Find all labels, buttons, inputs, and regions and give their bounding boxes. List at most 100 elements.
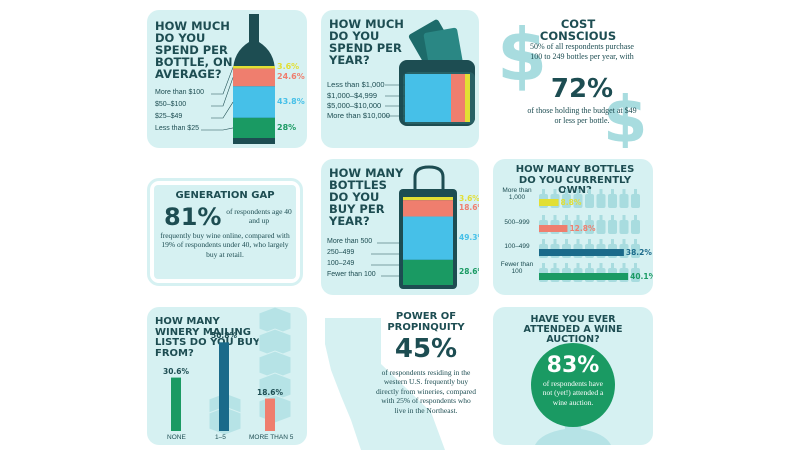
bar-segment <box>403 259 453 285</box>
wallet-illustration <box>385 19 475 126</box>
bar <box>171 377 181 431</box>
bottle-neck-icon <box>553 239 557 244</box>
legend-label: $1,000–$4,999 <box>327 91 378 100</box>
panel-bottles-owned: HOW MANY BOTTLES DO YOU CURRENTLY OWN? 8… <box>493 159 653 295</box>
bottle-silhouette-icon <box>631 244 640 258</box>
body-text: of respondents age 40 and up <box>226 207 292 226</box>
leader-line <box>211 101 234 119</box>
bottle-neck-icon <box>576 239 580 244</box>
leader-line <box>211 67 234 95</box>
legend-label: 100–249 <box>327 260 355 267</box>
bottle-neck-icon <box>542 215 545 220</box>
data-label: 3.6% <box>459 193 479 203</box>
bar-segment <box>403 216 453 260</box>
california-map-icon <box>325 318 445 450</box>
bar-segment <box>403 197 453 201</box>
bottle-neck-icon <box>611 239 614 244</box>
body-text: 50% of all respondents purchase 100 to 2… <box>530 42 634 61</box>
bottle-neck-icon <box>565 215 568 220</box>
panel-propinquity: POWER OF PROPINQUITY 45% of respondents … <box>321 300 481 450</box>
body-text: of respondents have not (yet!) attended … <box>542 379 604 407</box>
bottle-neck-icon <box>565 239 568 244</box>
bottle-neck-icon <box>634 263 637 268</box>
bottle-neck-icon <box>588 263 591 268</box>
panel-wine-auction: HAVE YOU EVER ATTENDED A WINE AUCTION? 8… <box>493 307 653 445</box>
data-label: 3.6% <box>277 62 300 72</box>
legend-label: Less than $1,000 <box>327 80 385 89</box>
data-label: 12.8% <box>569 224 596 233</box>
bottle-silhouette-icon <box>619 220 629 234</box>
leader-line <box>211 77 234 107</box>
wallet-fill-yellow <box>465 74 470 122</box>
category-label: More than 1,000 <box>502 187 532 202</box>
bottle-neck-icon <box>576 189 580 194</box>
bar-segment <box>233 117 275 138</box>
panel-title: HOW MANY BOTTLES DO YOU BUY PER YEAR? <box>329 166 404 229</box>
bottle-neck-icon <box>542 189 545 194</box>
bottle-neck-icon <box>622 239 626 244</box>
bottle-silhouette-icon <box>596 194 606 208</box>
bottle-silhouette-icon <box>631 268 640 282</box>
bottle-neck-icon <box>553 189 557 194</box>
bottle-neck-icon <box>611 189 614 194</box>
auction-gavel-stand-icon <box>535 419 611 445</box>
bottle-neck-icon <box>553 263 557 268</box>
dollar-sign-icon: $ <box>497 13 547 97</box>
panel-generation-gap: GENERATION GAP 81% of respondents age 40… <box>147 178 303 286</box>
bottles-owned-chart <box>539 189 640 282</box>
panel-title: POWER OF PROPINQUITY <box>387 311 465 333</box>
category-label: MORE THAN 5 <box>249 434 294 441</box>
bar-segment <box>403 200 453 217</box>
data-label: 50.8% <box>211 331 238 341</box>
bar <box>539 249 624 256</box>
category-label: 500–999 <box>504 219 530 226</box>
bottle-neck-icon <box>634 215 637 220</box>
legend-label: $5,000–$10,000 <box>327 101 382 110</box>
wine-glass-icon <box>531 343 615 427</box>
bottle-neck-icon <box>565 189 568 194</box>
bottle-neck-icon <box>622 263 626 268</box>
bottle-silhouette-icon <box>573 220 583 234</box>
shopping-bag-chart <box>371 165 457 289</box>
panel-title: HOW MUCH DO YOU SPEND PER YEAR? <box>329 17 404 68</box>
bar <box>539 273 629 280</box>
bottle-neck-icon <box>599 215 603 220</box>
category-label: NONE <box>167 434 186 441</box>
legend-label: More than $10,000 <box>327 111 390 120</box>
bag-handle-icon <box>413 165 445 191</box>
bottle-silhouette-icon <box>573 194 583 208</box>
bar-segment <box>233 66 275 69</box>
bottle-silhouette-icon <box>619 194 629 208</box>
legend-label: Less than $25 <box>155 125 199 132</box>
bottle-neck-icon <box>599 263 603 268</box>
data-label: 30.6% <box>163 366 190 376</box>
mailing-list-chart <box>171 307 292 436</box>
data-label: 49.3% <box>459 233 479 243</box>
data-label: 8.8% <box>560 198 582 207</box>
body-text: of those holding the budget at $49 or le… <box>527 106 637 125</box>
legend-label: Fewer than 100 <box>327 271 376 278</box>
bottle-neck-icon <box>611 215 614 220</box>
panel-spend-per-year: HOW MUCH DO YOU SPEND PER YEAR? Less tha… <box>321 10 479 148</box>
panel-cost-conscious: $ $ COST CONSCIOUS 50% of all respondent… <box>493 10 653 148</box>
bottle-neck-icon <box>588 215 591 220</box>
panel-title: GENERATION GAP <box>175 190 275 201</box>
panel-mailing-lists: HOW MANY WINERY MAILING LISTS DO YOU BUY… <box>147 307 307 445</box>
dollar-sign-icon: $ <box>603 84 648 148</box>
bottle-silhouette-icon <box>608 220 617 234</box>
bottle-neck-icon <box>611 263 614 268</box>
legend-label: $25–$49 <box>155 113 183 120</box>
bottle-neck-icon <box>588 189 591 194</box>
bar <box>539 225 568 232</box>
bottle-neck-icon <box>599 189 603 194</box>
legend-label: 250–499 <box>327 249 355 256</box>
panel-spend-per-bottle: HOW MUCH DO YOU SPEND PER BOTTLE, ON AVE… <box>147 10 307 148</box>
bottle-neck-icon <box>588 239 591 244</box>
bottle-neck-icon <box>542 239 545 244</box>
leader-line <box>201 127 234 131</box>
big-stat: 83% <box>546 353 600 378</box>
panel-title: HOW MANY BOTTLES DO YOU CURRENTLY OWN? <box>515 164 635 196</box>
category-label: 100–499 <box>504 243 530 250</box>
bar <box>539 199 559 206</box>
legend-label: More than $100 <box>155 89 205 96</box>
